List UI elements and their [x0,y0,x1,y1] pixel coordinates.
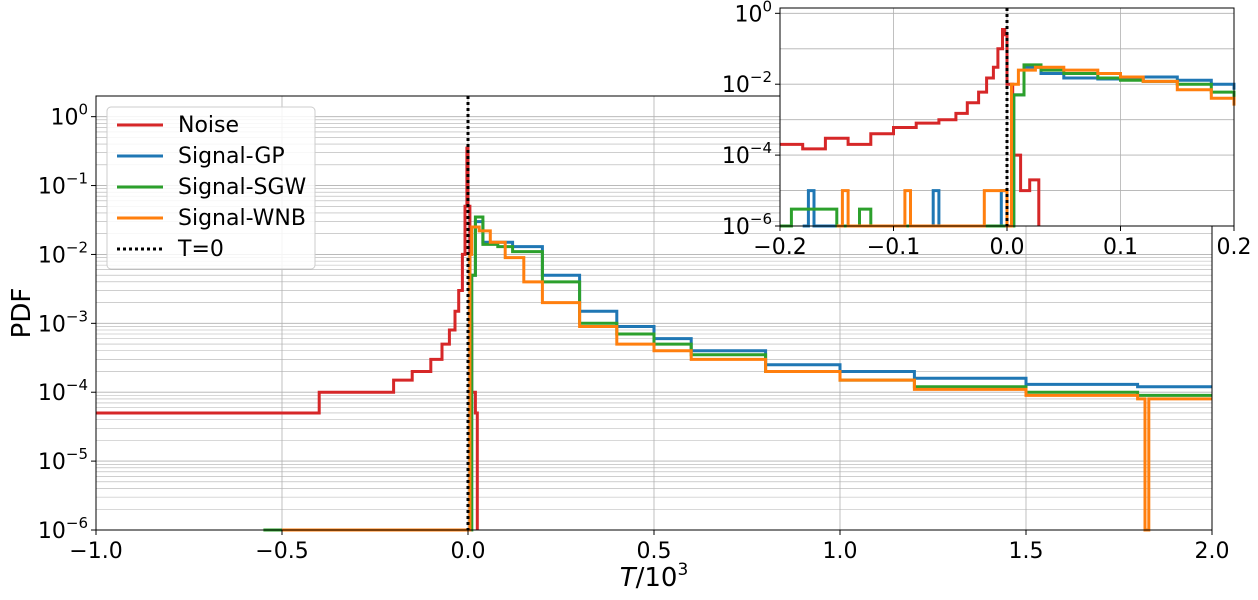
inset-x-tick-label: 0.0 [990,235,1025,260]
main-y-tick-label: 10−2 [38,238,88,268]
legend-box [106,106,316,270]
main-x-ticks: −1.0 −0.5 0.0 0.5 1.0 1.5 2.0 [69,530,1230,564]
main-x-tick-label: 0.0 [451,539,486,564]
main-series-signal-wnb [282,225,1212,532]
inset-x-tick-label: −0.2 [753,235,806,260]
main-series-group [96,146,1212,532]
main-y-ticks: 100 10−1 10−2 10−3 10−4 10−5 10−6 [38,101,96,544]
legend-label-noise: Noise [178,113,239,138]
main-y-tick-label: 100 [50,101,88,131]
legend-label-t0: T=0 [177,237,224,262]
legend-label-signal-wnb: Signal-WNB [178,206,306,231]
main-x-tick-label: 2.0 [1195,539,1230,564]
legend-label-signal-sgw: Signal-SGW [178,175,307,200]
x-axis-label: T/103 [620,560,689,593]
inset-x-tick-label: 0.1 [1103,235,1138,260]
main-y-tick-label: 10−3 [38,307,88,337]
inset-series-signal-wnb [836,65,1236,228]
legend-label-signal-gp: Signal-GP [178,144,285,169]
inset-plot-panel: −0.2 −0.1 0.0 0.1 0.2 100 10−2 10−4 10−6 [722,0,1252,260]
main-y-tick-label: 10−4 [38,376,88,406]
inset-x-tick-label: −0.1 [867,235,920,260]
inset-y-tick-label: 10−6 [722,210,772,240]
main-y-tick-label: 10−1 [38,170,88,200]
inset-y-ticks: 100 10−2 10−4 10−6 [722,0,780,240]
inset-y-tick-label: 10−4 [722,139,772,169]
y-axis-label: PDF [7,288,37,339]
main-x-tick-label: 1.5 [1009,539,1044,564]
legend: Noise Signal-GP Signal-SGW Signal-WNB T=… [106,106,316,270]
main-y-tick-label: 10−5 [38,445,88,475]
inset-y-tick-label: 10−2 [722,68,772,98]
main-x-tick-label: −1.0 [69,539,122,564]
inset-y-tick-label: 100 [734,0,772,27]
main-y-tick-label: 10−6 [38,514,88,544]
inset-x-tick-label: 0.2 [1217,235,1252,260]
main-x-tick-label: −0.5 [255,539,308,564]
main-x-tick-label: 1.0 [823,539,858,564]
inset-x-ticks: −0.2 −0.1 0.0 0.1 0.2 [753,226,1252,260]
main-x-tick-label: 0.5 [637,539,672,564]
